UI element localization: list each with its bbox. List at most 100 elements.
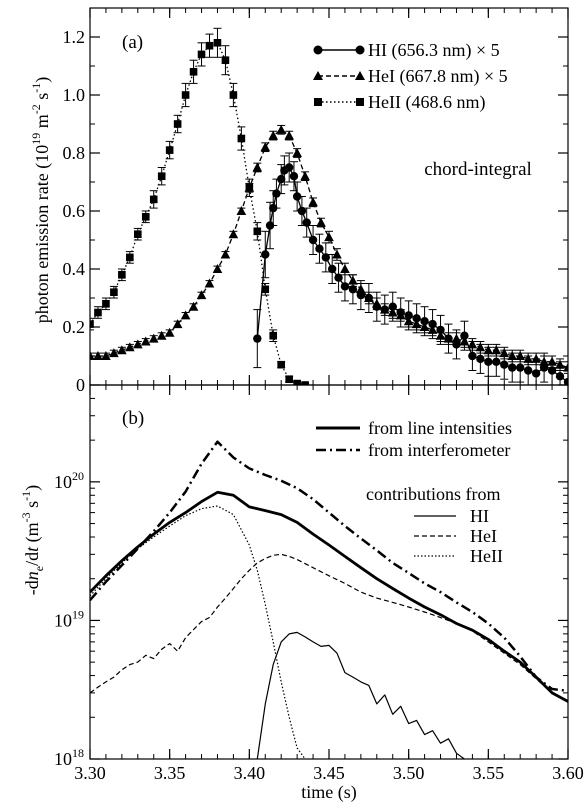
marker-triangle — [236, 206, 247, 215]
marker-square — [102, 300, 110, 308]
marker-triangle — [204, 278, 215, 288]
x-tick-label: 3.60 — [552, 763, 584, 783]
panel-b: 3.30 3.35 3.40 3.45 3.50 3.55 3.60 1018 1019 1020… — [19, 384, 584, 803]
legend-marker-hi — [313, 45, 323, 55]
data-point-hei — [555, 358, 565, 371]
data-point-heii — [189, 59, 198, 84]
data-point-heii — [181, 82, 190, 108]
marker-square — [205, 41, 214, 50]
legend-label-line-intensities: from line intensities — [368, 418, 512, 438]
marker-square — [301, 381, 309, 385]
marker-square — [189, 68, 198, 76]
marker-circle — [277, 174, 286, 184]
marker-circle — [500, 360, 509, 369]
marker-circle — [468, 351, 477, 361]
marker-circle — [563, 377, 568, 385]
marker-triangle — [93, 351, 103, 360]
data-point-hei — [101, 351, 111, 360]
data-point-hei — [523, 352, 533, 366]
data-point-hi — [261, 230, 270, 279]
legend-marker-heii — [314, 98, 322, 106]
series-line-hi — [256, 631, 465, 759]
marker-square — [253, 227, 262, 236]
legend-marker-hei-end — [355, 71, 365, 80]
marker-triangle — [308, 197, 318, 207]
marker-triangle — [196, 290, 207, 300]
data-point-hei — [451, 332, 462, 345]
panel-a-frame — [89, 7, 569, 386]
marker-square — [134, 230, 142, 238]
data-point-heii — [269, 329, 278, 342]
data-point-hei — [539, 355, 549, 369]
data-point-hei — [491, 343, 502, 357]
marker-triangle — [172, 319, 183, 329]
data-point-hei — [212, 264, 223, 273]
data-point-hei — [427, 323, 438, 337]
x-tick-label: 3.35 — [154, 763, 186, 783]
legend-entry-interferometer: from interferometer — [316, 440, 510, 460]
marker-triangle — [260, 142, 271, 152]
series-line-from-line-intensities — [90, 490, 568, 703]
panel-a-label: (a) — [122, 32, 143, 53]
data-point-hei — [364, 291, 374, 305]
marker-triangle — [220, 249, 231, 259]
data-point-hei — [483, 343, 494, 357]
marker-triangle — [180, 310, 191, 320]
marker-square — [229, 91, 238, 99]
data-point-hei — [372, 297, 382, 311]
marker-square — [237, 134, 246, 143]
legend-label-interferometer: from interferometer — [368, 440, 510, 460]
data-point-heii — [285, 375, 294, 383]
marker-circle — [547, 366, 557, 375]
legend-entry-contrib-heii: HeII — [414, 546, 503, 566]
series-line-hei — [90, 553, 568, 703]
marker-circle — [292, 192, 302, 201]
marker-square — [213, 39, 222, 47]
marker-square — [118, 271, 126, 279]
series-line-heii — [90, 41, 306, 385]
marker-triangle — [284, 130, 294, 140]
data-point-heii — [221, 45, 230, 76]
data-point-hei — [93, 351, 103, 360]
data-point-heii — [229, 82, 238, 108]
data-point-hei — [563, 361, 568, 374]
marker-circle — [302, 218, 311, 227]
data-point-heii — [197, 42, 206, 67]
data-point-heii — [133, 227, 142, 241]
marker-triangle — [117, 345, 127, 355]
data-point-hei — [395, 309, 406, 322]
marker-square — [173, 120, 182, 128]
data-point-hei — [411, 317, 422, 331]
legend-label-hei: HeI (667.8 nm) × 5 — [368, 66, 508, 87]
panel-a-y-tick-label: 0.2 — [63, 317, 86, 337]
data-point-hi — [327, 254, 337, 284]
data-point-hei — [252, 162, 263, 173]
marker-square — [149, 195, 158, 204]
data-point-hei — [467, 338, 478, 351]
marker-triangle — [467, 339, 478, 349]
panel-b-label: (b) — [122, 408, 144, 429]
data-point-hei — [172, 319, 183, 329]
marker-circle — [297, 206, 307, 216]
data-point-hei — [140, 336, 151, 346]
marker-circle — [315, 244, 324, 253]
data-point-hei — [340, 262, 350, 276]
data-point-hei — [499, 346, 510, 360]
data-point-hi — [308, 225, 318, 255]
data-point-hi — [289, 161, 299, 192]
legend-label-contrib-heii: HeII — [470, 546, 503, 566]
data-point-heii — [245, 178, 254, 197]
marker-triangle — [435, 330, 446, 340]
data-point-hei — [220, 249, 231, 259]
marker-triangle — [156, 330, 167, 340]
panel-a-ylabel: photon emission rate (1019 m-2 s-1) — [29, 77, 53, 324]
data-point-hei — [284, 130, 294, 141]
marker-square — [269, 331, 278, 340]
x-tick-label: 3.50 — [393, 763, 425, 783]
data-point-hei — [308, 197, 318, 208]
marker-square — [157, 172, 166, 180]
marker-triangle — [419, 322, 430, 331]
marker-triangle — [148, 333, 159, 343]
data-point-hei — [459, 335, 470, 348]
legend-marker-heii-end — [356, 98, 364, 106]
